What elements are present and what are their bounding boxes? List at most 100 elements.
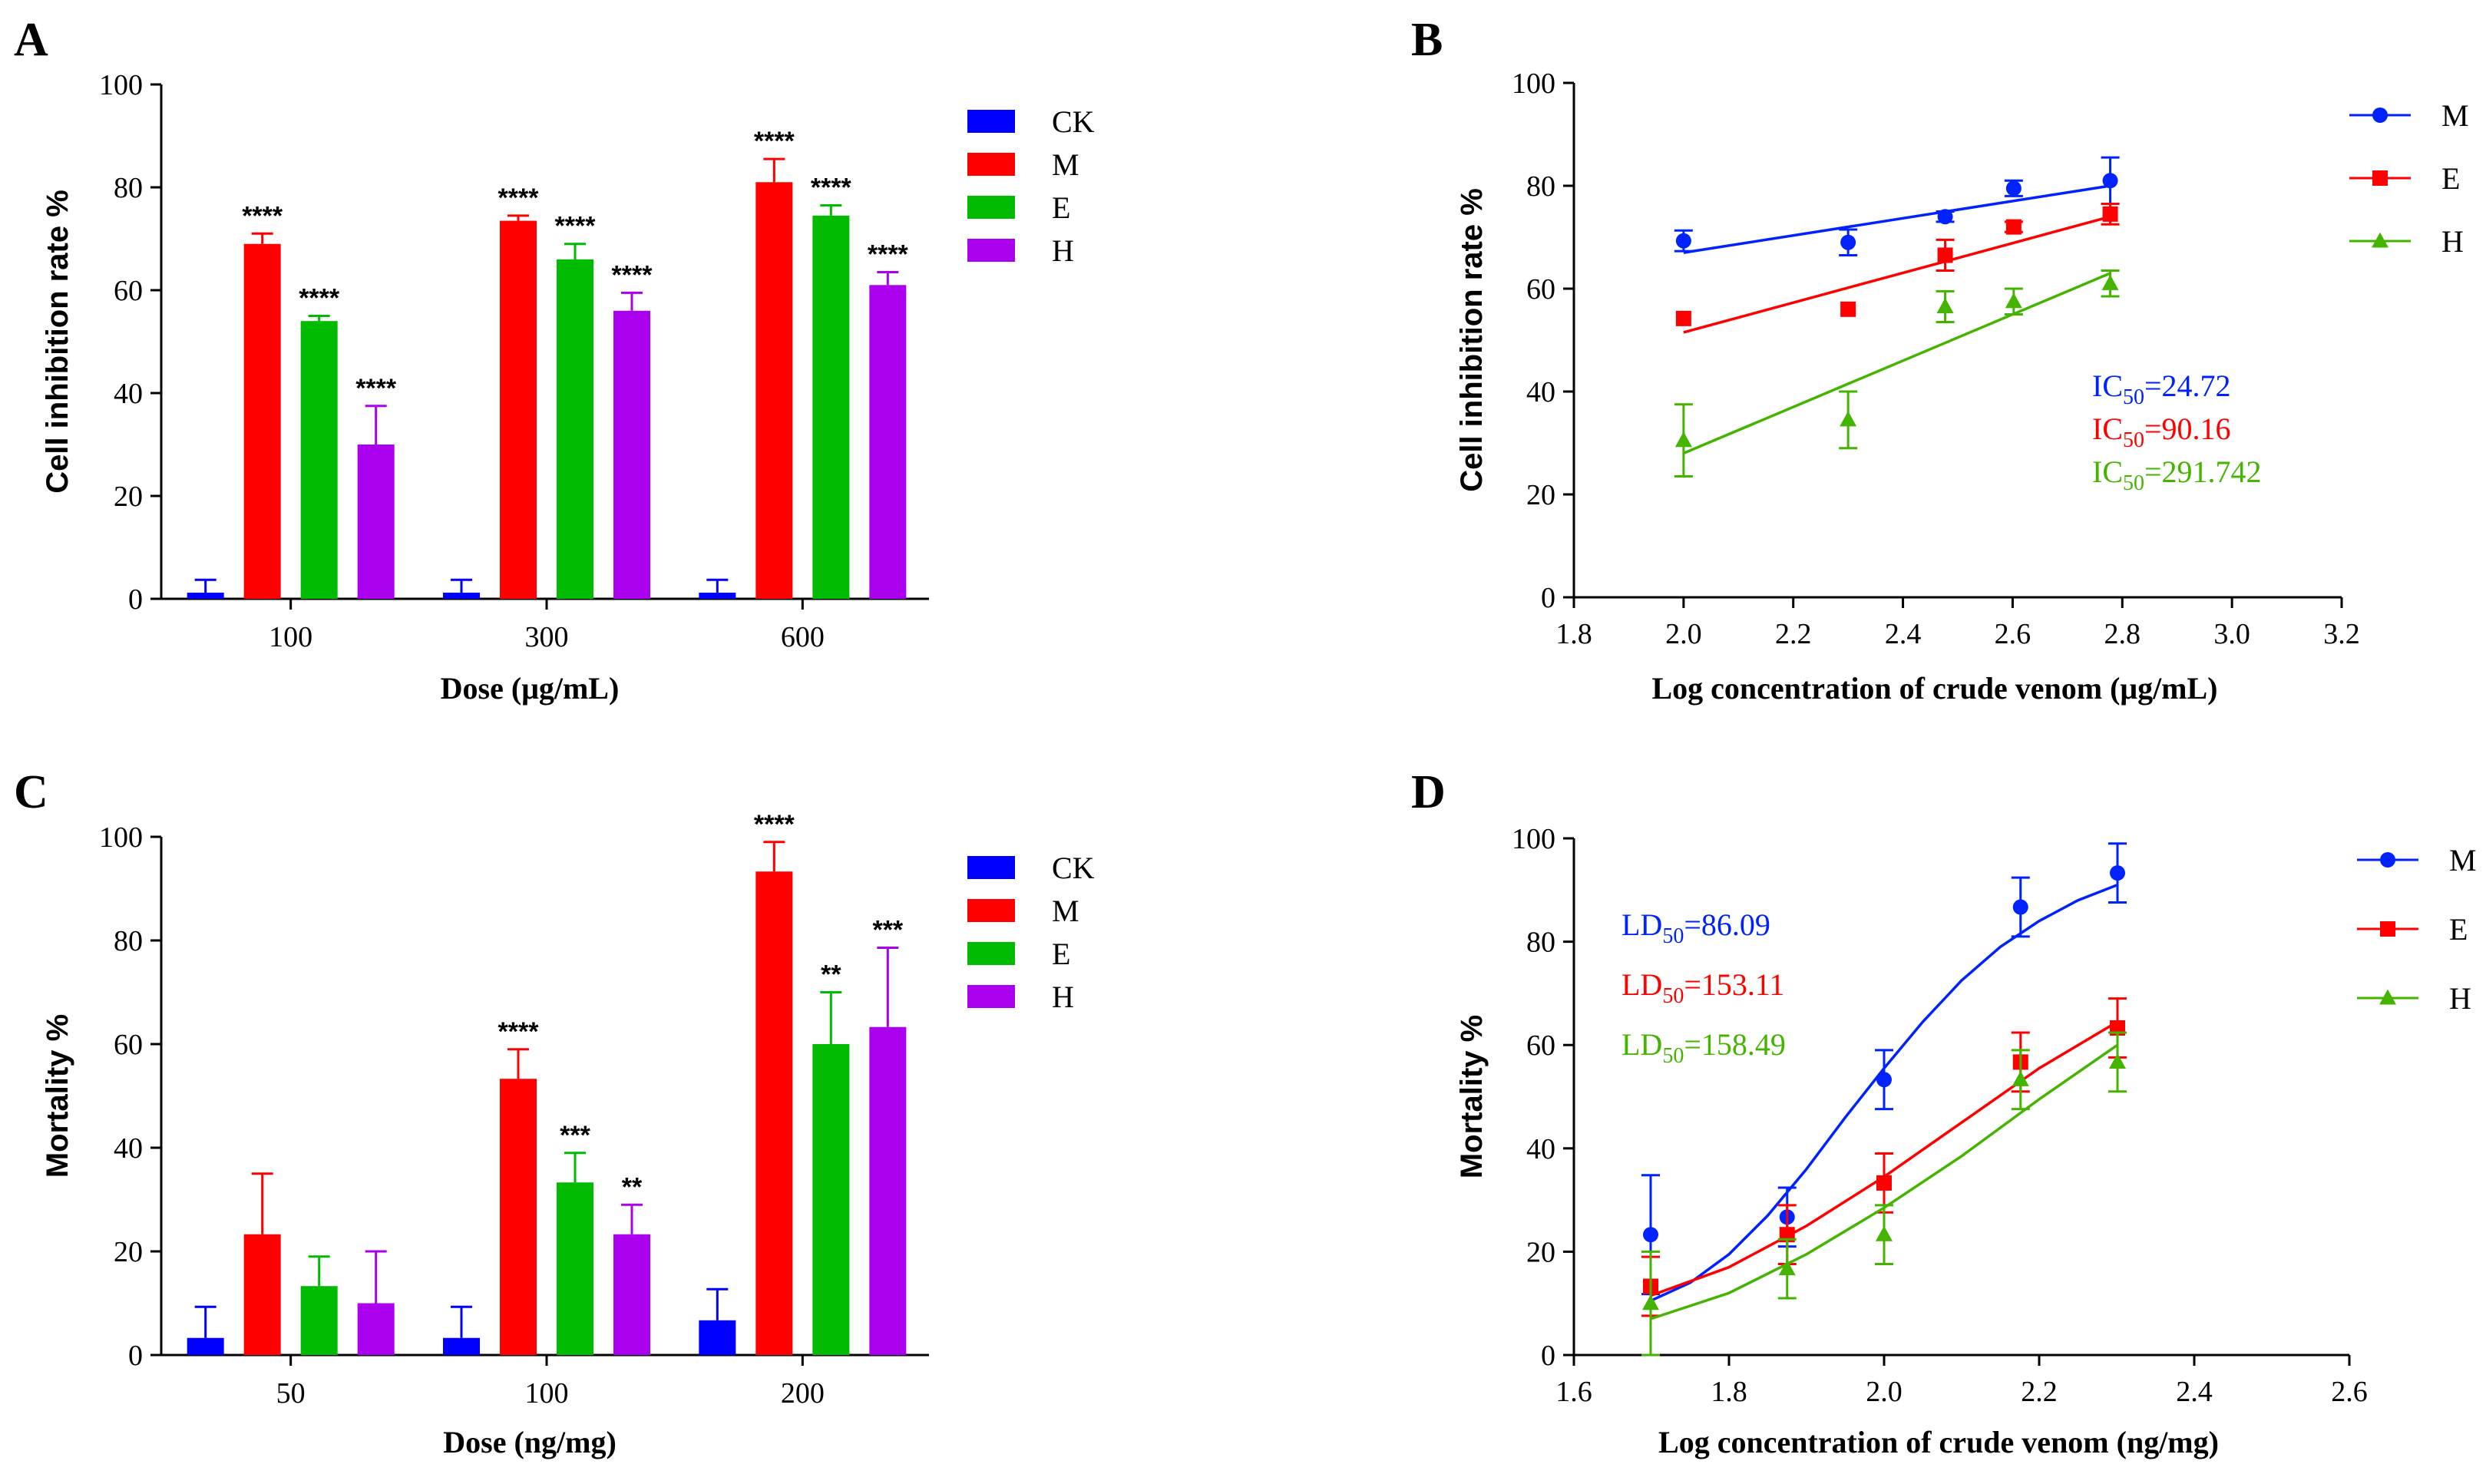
legend-swatch-h [967, 239, 1015, 262]
bar-m [500, 220, 537, 599]
data-point [2379, 989, 2396, 1005]
data-point [2005, 219, 2022, 235]
y-tick-label: 100 [99, 69, 143, 101]
x-tick-label: 2.4 [1885, 618, 1922, 650]
y-tick-label: 60 [1526, 273, 1555, 306]
y-tick-label: 40 [1526, 1133, 1555, 1165]
bar-m [243, 243, 281, 599]
data-point [2005, 180, 2022, 197]
bar-e [812, 215, 850, 599]
data-point [1840, 411, 1857, 427]
annotation-value: =291.742 [2144, 454, 2262, 489]
data-point [2380, 852, 2395, 868]
y-tick-label: 0 [128, 583, 143, 616]
data-point [2110, 865, 2126, 881]
annotation-subscript: 50 [2123, 471, 2144, 495]
bar-ck [187, 1337, 224, 1355]
legend-swatch-m [967, 899, 1015, 922]
significance-label: **** [242, 201, 283, 230]
x-tick-label: 1.8 [1555, 618, 1592, 650]
legend-label-ck: CK [1052, 104, 1095, 139]
panel-letter: A [14, 14, 48, 66]
significance-label: **** [811, 173, 852, 202]
x-tick-label: 1.8 [1711, 1376, 1747, 1408]
y-axis-title: Mortality % [1455, 1015, 1489, 1178]
x-tick-label: 2.2 [2021, 1376, 2058, 1408]
y-tick-label: 20 [114, 1236, 143, 1268]
significance-label: **** [555, 212, 597, 241]
annotation-prefix: IC [2092, 411, 2123, 446]
bar-ck [699, 592, 736, 599]
x-tick-label: 200 [781, 1377, 825, 1410]
annotation-prefix: LD [1622, 967, 1662, 1002]
data-point [1674, 431, 1692, 448]
panel-letter: B [1411, 14, 1443, 66]
x-tick-label: 300 [525, 621, 569, 653]
y-tick-label: 40 [114, 378, 143, 410]
legend-label-h: H [1052, 980, 1074, 1014]
annotation-h: IC50=291.742 [2092, 454, 2262, 495]
y-tick-label: 0 [1541, 582, 1555, 614]
annotation-e: LD50=153.11 [1622, 967, 1784, 1008]
x-tick-label: 3.2 [2323, 618, 2360, 650]
y-tick-label: 40 [1526, 376, 1555, 408]
y-tick-label: 100 [1512, 823, 1555, 855]
bar-h [357, 445, 395, 599]
legend-label-h: H [2441, 224, 2464, 259]
bar-ck [443, 1337, 480, 1355]
data-point [2102, 173, 2118, 189]
significance-label: **** [498, 1017, 540, 1046]
significance-label: **** [299, 284, 340, 313]
x-tick-label: 2.6 [1995, 618, 2031, 650]
y-tick-label: 100 [1512, 68, 1555, 100]
x-tick-label: 100 [269, 621, 312, 653]
y-tick-label: 60 [114, 1029, 143, 1061]
y-tick-label: 0 [128, 1340, 143, 1372]
data-point [2372, 170, 2388, 186]
bar-m [500, 1079, 537, 1355]
significance-label: *** [872, 915, 903, 944]
legend-label-e: E [1052, 190, 1070, 225]
y-tick-label: 80 [114, 172, 143, 204]
x-tick-label: 2.4 [2176, 1376, 2213, 1408]
significance-label: **** [612, 260, 653, 289]
legend-label-e: E [1052, 937, 1070, 971]
bar-ck [699, 1320, 736, 1355]
data-point [2012, 899, 2028, 915]
annotation-m: LD50=86.09 [1622, 907, 1770, 948]
fit-line-m [1683, 184, 2111, 254]
annotation-subscript: 50 [1662, 984, 1684, 1008]
data-point [1936, 298, 1954, 313]
annotation-m: IC50=24.72 [2092, 369, 2231, 409]
x-axis-title: Log concentration of crude venom (ng/mg) [1658, 1425, 2219, 1459]
bar-ck [443, 592, 480, 599]
y-tick-label: 80 [114, 925, 143, 957]
annotation-value: =24.72 [2144, 369, 2231, 403]
data-point [1642, 1227, 1658, 1243]
bar-m [755, 182, 793, 600]
legend-swatch-ck [967, 110, 1015, 133]
legend-label-e: E [2441, 161, 2460, 196]
legend-swatch-ck [967, 856, 1015, 879]
data-point [2109, 1053, 2127, 1069]
data-point [2012, 1070, 2029, 1086]
x-tick-label: 2.2 [1775, 618, 1812, 650]
legend-label-e: E [2449, 912, 2468, 947]
data-point [2372, 107, 2388, 123]
legend-swatch-e [967, 942, 1015, 965]
legend-label-ck: CK [1052, 851, 1095, 885]
annotation-subscript: 50 [1662, 1044, 1684, 1068]
bar-e [300, 1286, 338, 1355]
panel-b: B 0 20 40 60 80 100 1.8 2.0 2.2 2.4 2.6 2.8 3.0 3.2 Log… [1411, 14, 2469, 706]
bar-e [300, 321, 338, 599]
annotation-value: =86.09 [1684, 907, 1770, 942]
bar-m [755, 871, 793, 1355]
legend-swatch-h [967, 985, 1015, 1008]
data-point [1641, 1294, 1659, 1310]
panel-letter: D [1411, 766, 1446, 818]
bar-h [869, 285, 907, 599]
legend-label-m: M [2441, 98, 2469, 133]
bar-e [812, 1044, 850, 1355]
data-point [2101, 274, 2119, 290]
